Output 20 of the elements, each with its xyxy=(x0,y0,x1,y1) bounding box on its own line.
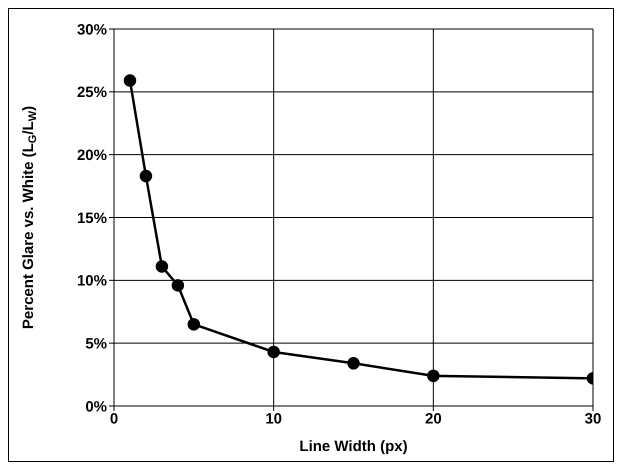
x-tick-label: 30 xyxy=(584,410,602,428)
y-tick-label: 30% xyxy=(76,21,107,38)
y-tick-label: 20% xyxy=(76,146,107,164)
point xyxy=(188,318,200,331)
x-tick-label: 10 xyxy=(265,410,282,428)
x-tick-label: 0 xyxy=(110,410,118,428)
y-tick-label: 0% xyxy=(85,398,107,416)
point xyxy=(140,170,152,182)
point xyxy=(124,74,136,87)
y-tick-label: 5% xyxy=(85,335,107,352)
y-tick-label: 10% xyxy=(76,272,107,290)
y-tick-label: 25% xyxy=(76,84,107,102)
y-tick-label: 15% xyxy=(76,210,107,227)
x-axis-title: Line Width (px) xyxy=(299,438,408,455)
x-tick-label: 20 xyxy=(424,410,442,428)
point xyxy=(156,260,168,273)
point xyxy=(427,370,440,382)
point xyxy=(172,279,184,292)
point xyxy=(267,346,280,358)
point xyxy=(347,357,360,370)
